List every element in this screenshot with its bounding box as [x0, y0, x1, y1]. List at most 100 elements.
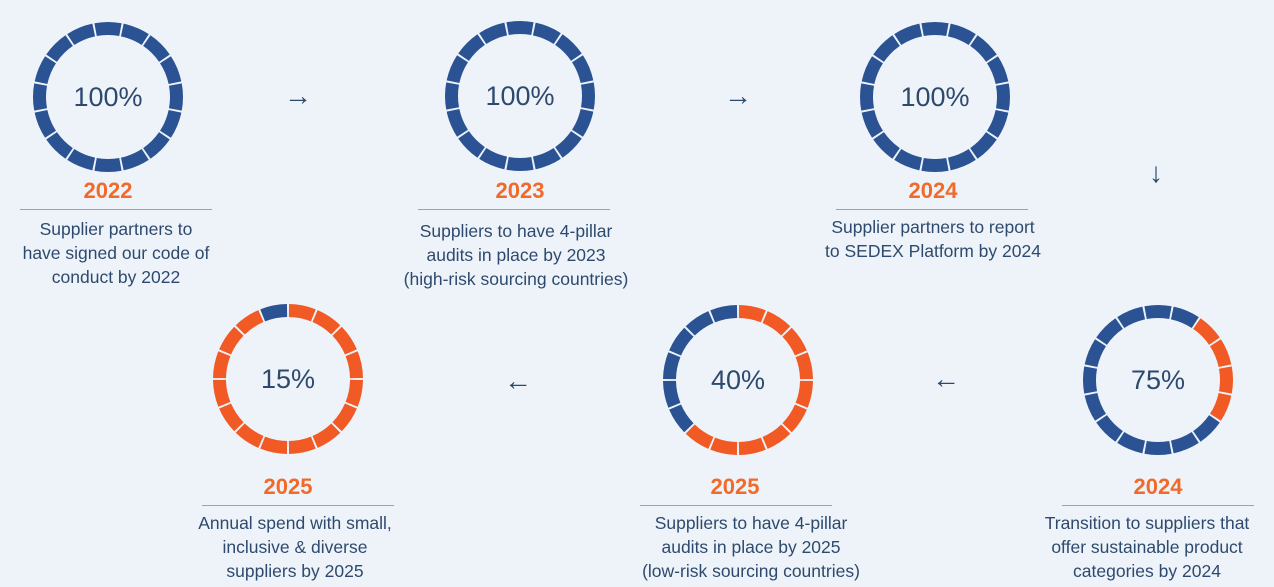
percent-label: 100% — [900, 82, 970, 112]
ring-svg — [860, 21, 1010, 172]
ring-segment-filled — [446, 55, 468, 84]
ring-segment-remaining — [782, 404, 807, 433]
arrow-left-icon: ← — [504, 365, 532, 396]
ring-segment-filled — [1117, 432, 1146, 454]
ring-segment-remaining — [1210, 392, 1232, 421]
ring-segment-remaining — [782, 327, 807, 356]
year-label: 2025 — [710, 474, 760, 499]
arrow-left-icon: ← — [932, 363, 960, 394]
ring-segment-filled — [987, 109, 1009, 138]
ring-segment-remaining — [213, 351, 231, 379]
ring-segment-filled — [894, 149, 923, 171]
ring-segment-filled — [1144, 440, 1172, 455]
ring-segment-remaining — [260, 436, 288, 454]
ring-segment-filled — [168, 83, 183, 111]
ring-segment-filled — [1170, 306, 1199, 328]
ring-segment-remaining — [219, 326, 244, 355]
ring-segment-filled — [1117, 306, 1146, 328]
arrow-right-icon: → — [724, 80, 752, 111]
ring-segment-filled — [1096, 415, 1123, 442]
ring-segment-remaining — [312, 423, 341, 448]
ring-segment-filled — [46, 132, 73, 159]
divider — [20, 209, 212, 210]
year-label: 2024 — [908, 178, 958, 203]
ring-segment-filled — [947, 149, 976, 171]
ring-svg — [213, 304, 363, 454]
ring-segment-filled — [1096, 318, 1123, 345]
ring-segment-filled — [120, 149, 149, 171]
ring-segment-remaining — [332, 403, 357, 432]
goal-description: Suppliers to have 4-pillar audits in plac… — [642, 513, 860, 581]
ring-segment-remaining — [795, 352, 813, 380]
divider — [202, 505, 394, 506]
ring-segment-filled — [34, 109, 56, 138]
ring-segment-filled — [970, 132, 997, 159]
ring-svg — [32, 21, 183, 172]
ring-segment-filled — [479, 148, 508, 170]
divider — [1062, 505, 1254, 506]
progress-ring-6: 15% — [208, 299, 368, 459]
arrow-right-icon: → — [284, 80, 312, 111]
ring-segment-filled — [995, 83, 1010, 111]
ring-svg — [1083, 305, 1233, 455]
ring-segment-remaining — [795, 380, 813, 408]
ring-segment-filled — [894, 23, 923, 45]
ring-segment-filled — [710, 305, 738, 323]
ring-segment-filled — [1170, 432, 1199, 454]
ring-segment-filled — [94, 21, 122, 37]
ring-segment-filled — [669, 404, 694, 433]
ring-segment-filled — [260, 304, 288, 322]
ring-segment-remaining — [1193, 318, 1220, 345]
ring-segment-filled — [970, 35, 997, 62]
progress-ring-2: 100% — [440, 16, 600, 176]
ring-segment-remaining — [332, 326, 357, 355]
ring-segment-filled — [532, 22, 561, 44]
ring-segment-remaining — [762, 311, 791, 336]
ring-segment-remaining — [288, 304, 316, 322]
ring-segment-filled — [1084, 392, 1106, 421]
ring-segment-filled — [67, 23, 96, 45]
goal-description: Annual spend with small, inclusive & dive… — [198, 513, 392, 581]
ring-segment-filled — [458, 34, 485, 61]
goal-description: Transition to suppliers that offer sustai… — [1044, 513, 1250, 581]
ring-segment-filled — [873, 132, 900, 159]
ring-segment-remaining — [738, 305, 766, 323]
ring-segment-filled — [143, 35, 170, 62]
ring-svg — [445, 20, 595, 171]
ring-segment-filled — [532, 148, 561, 170]
ring-segment-filled — [873, 35, 900, 62]
ring-segment-filled — [1144, 305, 1172, 320]
ring-segment-filled — [555, 34, 582, 61]
divider — [640, 505, 832, 506]
ring-segment-filled — [663, 380, 681, 408]
ring-segment-filled — [160, 56, 182, 85]
percent-label: 15% — [260, 364, 316, 394]
divider — [418, 209, 610, 210]
progress-ring-1: 100% — [28, 17, 188, 177]
ring-segment-remaining — [288, 436, 316, 454]
ring-segment-filled — [921, 157, 949, 172]
ring-segment-filled — [947, 23, 976, 45]
ring-segment-filled — [861, 56, 883, 85]
ring-segment-remaining — [738, 437, 766, 455]
ring-segment-remaining — [762, 424, 791, 449]
goal-description: Suppliers to have 4-pillar audits in plac… — [403, 221, 629, 289]
ring-segment-remaining — [710, 437, 738, 455]
ring-segment-filled — [669, 327, 694, 356]
ring-segment-filled — [1084, 339, 1106, 368]
ring-segment-filled — [572, 55, 594, 84]
ring-segment-filled — [458, 131, 485, 158]
ring-segment-filled — [506, 156, 534, 171]
ring-segment-remaining — [219, 403, 244, 432]
percent-label: 100% — [485, 81, 555, 111]
year-label: 2022 — [83, 178, 133, 203]
year-label: 2025 — [263, 474, 313, 499]
ring-segment-filled — [32, 83, 48, 111]
ring-segment-remaining — [685, 424, 714, 449]
ring-segment-remaining — [312, 310, 341, 335]
ring-segment-filled — [445, 82, 460, 110]
ring-segment-filled — [987, 56, 1009, 85]
ring-segment-filled — [94, 157, 122, 172]
ring-segment-remaining — [1218, 366, 1233, 394]
ring-segment-filled — [555, 131, 582, 158]
